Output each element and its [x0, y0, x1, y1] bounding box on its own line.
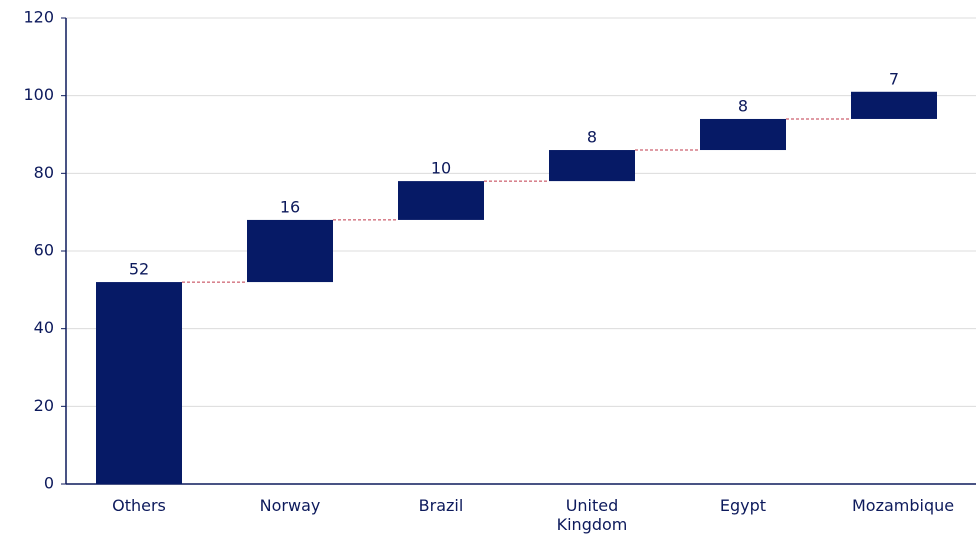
y-tick-label: 100 [23, 85, 54, 104]
x-tick-label-box: Others [112, 496, 166, 515]
data-label: 7 [889, 69, 899, 88]
x-tick-label: Mozambique [852, 496, 954, 515]
x-tick-label: Others [112, 496, 166, 515]
x-tick-label-box: Egypt [719, 496, 767, 515]
x-tick-label: Norway [259, 496, 321, 515]
y-tick-label: 80 [34, 163, 54, 182]
data-label: 52 [129, 260, 149, 279]
x-tick-label: Egypt [719, 496, 767, 515]
bar [851, 91, 937, 119]
x-tick-label: United Kingdom [556, 496, 628, 534]
y-tick-label: 60 [34, 241, 54, 260]
x-tick-label: Brazil [418, 496, 464, 515]
x-tick-label-box: United Kingdom [556, 496, 628, 534]
bar [247, 219, 333, 283]
x-tick-label-box: Brazil [418, 496, 464, 515]
bar [398, 181, 484, 220]
y-tick-label: 40 [34, 318, 54, 337]
y-tick-label: 0 [44, 474, 54, 493]
data-label: 10 [431, 159, 451, 178]
y-tick-label: 20 [34, 396, 54, 415]
data-label: 16 [280, 197, 300, 216]
y-tick-label: 120 [23, 8, 54, 27]
data-label: 8 [587, 128, 597, 147]
bar [96, 282, 182, 484]
data-label: 8 [738, 96, 748, 115]
bar [700, 118, 786, 151]
bar [549, 150, 635, 182]
x-tick-label-box: Mozambique [852, 496, 954, 515]
x-tick-label-box: Norway [259, 496, 321, 515]
